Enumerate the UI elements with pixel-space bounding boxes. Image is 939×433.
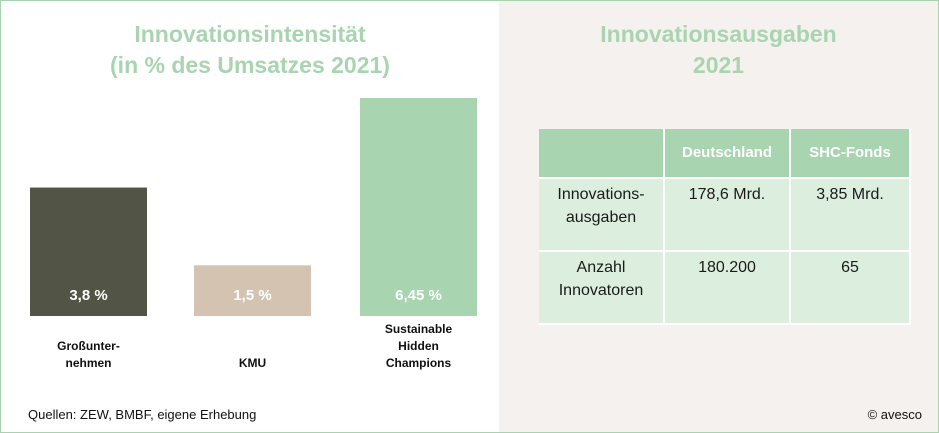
table-panel: Innovationsausgaben 2021 Deutschland SHC…	[499, 1, 938, 432]
table-row: Anzahl Innovatoren 180.200 65	[539, 251, 911, 325]
row-label-line: Innovations-	[557, 186, 645, 203]
row-label-line: Innovatoren	[558, 282, 644, 299]
category-label-line: Hidden	[398, 339, 439, 353]
table-header-row: Deutschland SHC-Fonds	[539, 129, 911, 179]
category-label-line: nehmen	[65, 356, 112, 370]
category-label-line: Großunter-	[57, 339, 120, 353]
copyright-note: © avesco	[867, 407, 922, 422]
category-label-line: Sustainable	[384, 322, 453, 336]
bar-0	[30, 187, 147, 316]
category-label-line: Champions	[385, 356, 452, 370]
table-header-shc-fonds: SHC-Fonds	[790, 129, 911, 179]
source-note: Quellen: ZEW, BMBF, eigene Erhebung	[28, 407, 257, 422]
table-title: Innovationsausgaben 2021	[499, 19, 938, 81]
table-cell: 178,6 Mrd.	[664, 178, 791, 252]
bar-chart: 3,8 % 1,5 % 6,45 %	[30, 98, 477, 316]
chart-title-line-1: Innovationsintensität	[134, 21, 366, 47]
category-label-line: KMU	[238, 356, 267, 370]
chart-panel: Innovationsintensität (in % des Umsatzes…	[1, 1, 499, 432]
table-row: Innovations- ausgaben 178,6 Mrd. 3,85 Mr…	[539, 178, 911, 252]
innovation-table: Deutschland SHC-Fonds Innovations- ausga…	[539, 129, 911, 325]
category-label-1: KMU	[178, 355, 328, 372]
table-header-corner	[539, 129, 665, 179]
category-label-2: Sustainable Hidden Champions	[344, 321, 494, 372]
table-cell: 65	[790, 251, 911, 325]
chart-title-line-2: (in % des Umsatzes 2021)	[110, 52, 390, 78]
bar-value-label-1: 1,5 %	[233, 287, 271, 304]
table-row-label: Anzahl Innovatoren	[539, 251, 665, 325]
table-cell: 180.200	[664, 251, 791, 325]
row-label-line: ausgaben	[565, 209, 637, 226]
chart-title: Innovationsintensität (in % des Umsatzes…	[1, 19, 499, 81]
table-header-deutschland: Deutschland	[664, 129, 791, 179]
category-label-0: Großunter-nehmen	[14, 338, 164, 372]
row-label-line: Anzahl	[576, 259, 626, 276]
table-title-line-1: Innovationsausgaben	[600, 21, 837, 47]
table-cell: 3,85 Mrd.	[790, 178, 911, 252]
table-row-label: Innovations- ausgaben	[539, 178, 665, 252]
bar-value-label-0: 3,8 %	[69, 287, 107, 304]
bar-value-label-2: 6,45 %	[395, 287, 442, 304]
bar-2	[360, 98, 477, 316]
table-title-line-2: 2021	[692, 52, 745, 78]
bar-1	[194, 265, 311, 316]
